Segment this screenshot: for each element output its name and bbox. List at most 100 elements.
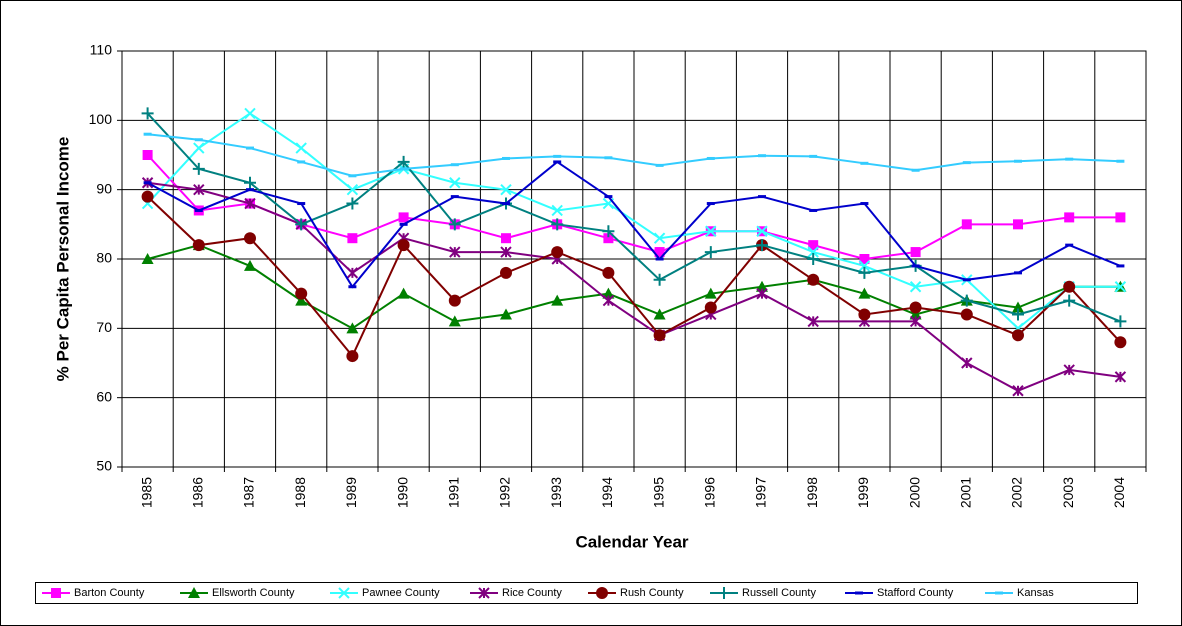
legend-box bbox=[35, 582, 1138, 604]
marker bbox=[807, 253, 820, 265]
marker bbox=[500, 266, 512, 279]
marker bbox=[1013, 219, 1023, 230]
x-axis-title: Calendar Year bbox=[575, 532, 688, 551]
marker bbox=[1063, 364, 1075, 376]
marker bbox=[1114, 371, 1127, 383]
marker bbox=[654, 247, 665, 258]
marker bbox=[244, 107, 256, 120]
marker bbox=[346, 197, 359, 210]
marker bbox=[141, 107, 154, 120]
legend-label: Stafford County bbox=[877, 587, 954, 599]
marker bbox=[653, 273, 666, 286]
x-tick-label: 1988 bbox=[292, 477, 308, 508]
marker bbox=[653, 329, 666, 342]
y-tick-label: 60 bbox=[96, 388, 112, 404]
marker bbox=[1063, 294, 1076, 307]
x-tick-label: 1999 bbox=[855, 477, 871, 508]
series-line bbox=[146, 112, 1121, 323]
marker bbox=[397, 287, 410, 299]
marker bbox=[295, 294, 308, 306]
marker bbox=[141, 253, 154, 264]
marker bbox=[244, 259, 256, 271]
marker bbox=[602, 287, 615, 299]
marker bbox=[500, 246, 512, 258]
x-tick-label: 1994 bbox=[599, 477, 615, 508]
x-tick-label: 2001 bbox=[958, 477, 974, 508]
marker bbox=[909, 281, 922, 293]
marker bbox=[704, 301, 717, 314]
marker bbox=[909, 301, 922, 314]
x-tick-label: 1996 bbox=[702, 477, 718, 508]
marker bbox=[346, 267, 359, 279]
marker bbox=[1115, 212, 1126, 223]
x-tick-label: 1987 bbox=[241, 477, 257, 508]
series-line bbox=[147, 181, 1121, 392]
x-tick-label: 1995 bbox=[650, 477, 666, 508]
marker bbox=[1012, 308, 1024, 321]
marker bbox=[961, 357, 973, 369]
x-tick-label: 2000 bbox=[906, 477, 922, 508]
marker bbox=[1114, 315, 1127, 328]
marker bbox=[704, 246, 717, 259]
marker bbox=[808, 240, 819, 251]
y-axis-title: % Per Capita Personal Income bbox=[53, 137, 72, 382]
marker bbox=[295, 142, 307, 154]
marker bbox=[960, 294, 973, 307]
marker bbox=[807, 315, 819, 328]
marker bbox=[244, 232, 256, 245]
marker bbox=[1012, 329, 1024, 342]
marker bbox=[551, 204, 563, 217]
marker bbox=[551, 218, 564, 231]
y-tick-label: 100 bbox=[89, 111, 113, 127]
marker bbox=[910, 247, 921, 258]
marker bbox=[501, 233, 511, 244]
x-tick-label: 1993 bbox=[548, 477, 564, 508]
marker bbox=[295, 218, 308, 231]
marker bbox=[1063, 280, 1076, 293]
legend-label: Ellsworth County bbox=[212, 587, 295, 599]
marker bbox=[346, 350, 359, 363]
marker bbox=[338, 587, 350, 599]
marker bbox=[551, 246, 564, 259]
marker bbox=[449, 246, 461, 258]
marker bbox=[448, 294, 461, 307]
marker bbox=[51, 588, 61, 598]
legend-label: Pawnee County bbox=[362, 587, 440, 599]
marker bbox=[602, 266, 615, 279]
marker bbox=[909, 308, 922, 320]
marker bbox=[705, 225, 717, 237]
x-tick-label: 1998 bbox=[804, 477, 820, 508]
marker bbox=[596, 587, 608, 599]
marker bbox=[961, 219, 972, 230]
x-tick-label: 2002 bbox=[1009, 477, 1025, 508]
marker bbox=[756, 239, 768, 252]
marker bbox=[858, 308, 871, 321]
x-tick-label: 1989 bbox=[343, 477, 359, 508]
marker bbox=[397, 155, 410, 168]
marker bbox=[1064, 212, 1075, 223]
marker bbox=[1114, 336, 1127, 349]
marker bbox=[188, 587, 200, 598]
marker bbox=[500, 183, 512, 196]
legend-label: Russell County bbox=[742, 587, 816, 599]
marker bbox=[653, 308, 666, 320]
series-line bbox=[147, 160, 1121, 289]
marker bbox=[141, 190, 154, 203]
x-tick-label: 1990 bbox=[394, 477, 410, 508]
marker bbox=[858, 266, 871, 279]
marker bbox=[756, 287, 768, 300]
marker bbox=[448, 218, 461, 231]
marker bbox=[500, 308, 512, 320]
marker bbox=[756, 280, 768, 292]
marker bbox=[859, 254, 870, 264]
series-line bbox=[146, 195, 1122, 358]
marker bbox=[1012, 301, 1024, 313]
marker bbox=[346, 322, 359, 334]
marker bbox=[1114, 281, 1127, 293]
marker bbox=[858, 260, 871, 272]
legend-label: Barton County bbox=[74, 587, 145, 599]
y-tick-label: 50 bbox=[96, 458, 112, 474]
legend-label: Rice County bbox=[502, 587, 562, 599]
marker bbox=[478, 587, 490, 599]
